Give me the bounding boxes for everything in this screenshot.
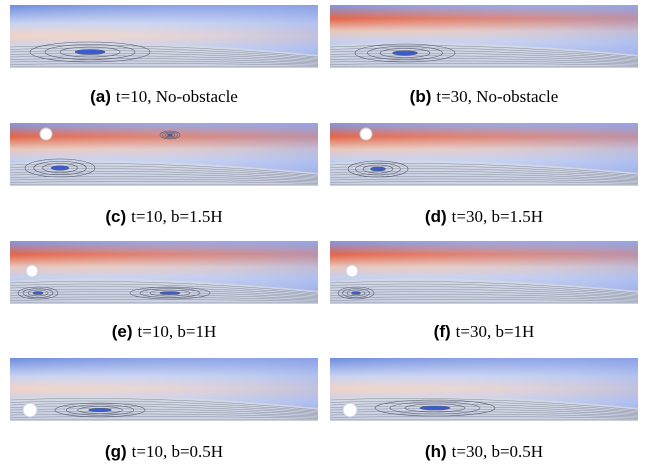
caption-label: (c) xyxy=(105,207,126,226)
vortex xyxy=(352,292,361,295)
panel xyxy=(330,123,638,185)
caption: (e) t=10, b=1H xyxy=(112,322,216,341)
caption: (f) t=30, b=1H xyxy=(434,322,535,341)
caption-text: t=10, No-obstacle xyxy=(116,87,238,106)
caption-text: t=30, No-obstacle xyxy=(436,87,558,106)
caption: (b)t=30, No-obstacle xyxy=(410,87,559,106)
caption-label: (b) xyxy=(410,87,432,106)
caption-text: t=10, b=1.5H xyxy=(131,207,222,226)
caption-text: t=30, b=1H xyxy=(456,322,535,341)
caption-text: t=10, b=1H xyxy=(138,322,217,341)
vortex xyxy=(371,167,386,171)
caption-text: t=30, b=0.5H xyxy=(452,442,543,461)
vortex xyxy=(75,50,105,55)
vortex xyxy=(89,408,112,412)
vortex xyxy=(393,51,418,56)
panel xyxy=(330,358,638,420)
panel xyxy=(10,123,318,185)
vortex xyxy=(51,166,69,171)
vortex xyxy=(168,134,173,136)
panel xyxy=(10,5,318,67)
obstacle xyxy=(26,265,38,277)
obstacle xyxy=(40,128,52,140)
caption: (d) t=30, b=1.5H xyxy=(425,207,543,226)
caption-text: t=10, b=0.5H xyxy=(132,442,223,461)
caption-label: (e) xyxy=(112,322,133,341)
caption: (g) t=10, b=0.5H xyxy=(105,442,223,461)
obstacle xyxy=(23,403,37,417)
caption-label: (a) xyxy=(90,87,111,106)
caption-label: (f) xyxy=(434,322,451,341)
figure: (a) t=10, No-obstacle (b)t=30, No-obstacle… xyxy=(0,0,652,469)
obstacle xyxy=(343,403,357,417)
caption-label: (h) xyxy=(425,442,447,461)
caption: (c) t=10, b=1.5H xyxy=(105,207,222,226)
vortex xyxy=(420,406,450,410)
panel xyxy=(10,358,318,420)
vortex xyxy=(160,292,180,295)
caption-label: (d) xyxy=(425,207,447,226)
caption-text: t=30, b=1.5H xyxy=(452,207,543,226)
obstacle xyxy=(360,128,372,140)
obstacle xyxy=(346,265,358,277)
vortex xyxy=(33,292,43,295)
caption: (h) t=30, b=0.5H xyxy=(425,442,543,461)
caption: (a) t=10, No-obstacle xyxy=(90,87,238,106)
panel xyxy=(330,241,638,303)
panel xyxy=(330,5,638,67)
caption-label: (g) xyxy=(105,442,127,461)
panel xyxy=(10,241,318,303)
